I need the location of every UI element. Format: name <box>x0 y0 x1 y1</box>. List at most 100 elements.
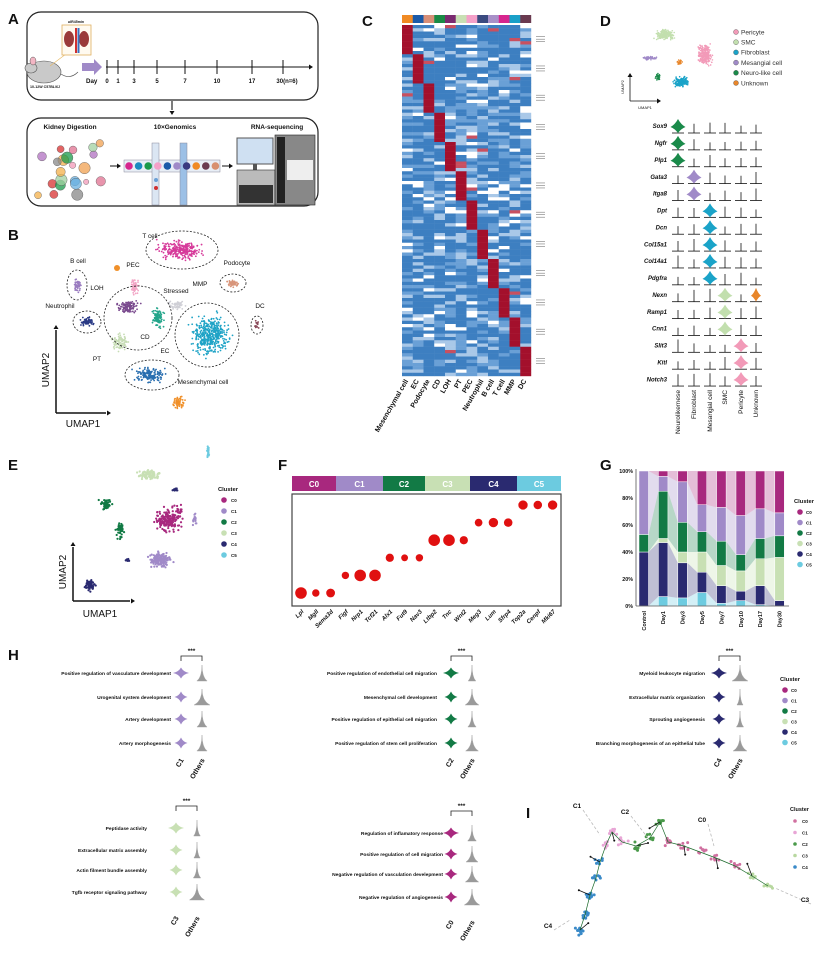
umap-point-pt <box>119 334 122 337</box>
umap-point-mmp <box>217 327 220 330</box>
heatmap-cell <box>498 77 510 81</box>
heatmap-cell <box>402 54 413 58</box>
umap-point <box>686 80 689 83</box>
heatmap-cell <box>488 25 499 29</box>
heatmap-cell <box>466 184 478 188</box>
heatmap-cell <box>498 242 510 247</box>
umap-point-stressed <box>176 308 179 311</box>
umap-point-c3 <box>150 469 153 472</box>
heatmap-cell <box>488 155 499 159</box>
heatmap-cell <box>488 278 499 282</box>
heatmap-cell <box>423 246 435 250</box>
heatmap-cell <box>434 207 446 211</box>
cluster-header-label: C1 <box>354 480 365 489</box>
heatmap-cell <box>412 259 424 263</box>
heatmap-cell <box>488 291 499 295</box>
umap-point-neutrophil <box>83 321 85 324</box>
cell-icon <box>70 177 82 190</box>
bar-segment-c0-day3 <box>677 470 688 483</box>
heatmap-cell <box>466 86 478 91</box>
panel-label-f: F <box>278 457 287 474</box>
umap-point-mmp <box>217 321 220 323</box>
heatmap-cell <box>402 109 413 113</box>
umap-point-t-cell <box>162 256 165 259</box>
heatmap-cell <box>434 51 446 55</box>
trajectory-cell-c1 <box>613 827 617 831</box>
umap-point-c0 <box>167 526 170 530</box>
umap-point-t-cell <box>164 258 167 261</box>
heatmap-cell <box>445 216 456 221</box>
heatmap-cell <box>466 80 478 84</box>
bar-segment-c4-day7 <box>716 585 727 604</box>
heatmap-cell <box>423 145 435 149</box>
heatmap-cell <box>488 181 499 185</box>
heatmap-cell <box>423 285 435 289</box>
umap-point-ec <box>143 373 146 375</box>
umap-point-c1 <box>155 565 159 568</box>
umap-point-t-cell <box>169 253 172 256</box>
umap-point <box>708 59 710 62</box>
umap-point-neutrophil <box>80 324 82 326</box>
umap-point-mmp <box>209 337 212 340</box>
heatmap-cell <box>488 197 499 201</box>
legend-swatch <box>782 697 788 704</box>
heatmap-cell <box>423 28 435 32</box>
umap-point-mmp <box>211 332 213 335</box>
heatmap-cell <box>477 60 489 65</box>
umap-point-c4 <box>88 584 91 587</box>
umap-point <box>699 58 702 61</box>
heatmap-cell <box>402 288 413 292</box>
heatmap-cell <box>466 34 478 39</box>
cluster-label: Neutrophil <box>45 303 74 310</box>
heatmap-cell <box>434 301 446 305</box>
umap-point-c1 <box>159 562 163 565</box>
umap-point-stressed <box>172 307 175 310</box>
umap-point-stressed <box>177 306 180 309</box>
violin-group-label: C3 <box>170 915 181 926</box>
heatmap-cell <box>520 301 532 305</box>
umap-point-mmp <box>204 341 207 344</box>
heatmap-cell <box>423 197 435 201</box>
heatmap-column-label: Mesenchymal cell <box>374 378 410 433</box>
heatmap-cell <box>445 226 456 230</box>
heatmap-cell <box>402 64 413 68</box>
heatmap-cell <box>412 223 424 227</box>
heatmap-cell <box>466 294 478 299</box>
heatmap-cell <box>466 51 478 55</box>
umap-point-ec <box>159 369 162 372</box>
heatmap-cell <box>402 337 413 341</box>
heatmap-cell <box>466 207 478 211</box>
heatmap-cell <box>520 242 532 247</box>
heatmap-cell <box>434 158 446 162</box>
umap-point-pt <box>116 346 119 348</box>
heatmap-cell <box>477 278 489 282</box>
umap-point-c0 <box>179 508 182 511</box>
umap-point-c1 <box>165 558 169 561</box>
legend-label: C2 <box>791 709 797 714</box>
umap-point-mmp <box>190 343 193 345</box>
heatmap-cell <box>488 116 499 120</box>
heatmap-cell <box>466 333 478 338</box>
heatmap-cell <box>402 366 413 370</box>
heatmap-cell <box>434 184 446 188</box>
heatmap-cell <box>423 90 435 94</box>
heatmap-cell <box>402 369 413 373</box>
umap-point-c2 <box>119 524 122 528</box>
heatmap-cell <box>477 346 489 351</box>
umap-point-cd <box>160 319 163 321</box>
umap-point-neutrophil <box>86 316 89 319</box>
umap-point-t-cell <box>176 255 179 258</box>
heatmap-cell <box>455 265 467 269</box>
heatmap-cell <box>412 294 424 299</box>
heatmap-cell <box>498 51 510 55</box>
heatmap-cell <box>445 233 456 237</box>
heatmap-cell <box>498 220 510 224</box>
umap-point-b-cell <box>75 289 78 292</box>
violin-group-label: Others <box>184 915 201 938</box>
panel-label-e: E <box>8 457 18 474</box>
heatmap-cell <box>412 249 424 253</box>
umap-point-ec <box>157 372 159 375</box>
heatmap-cell <box>412 106 424 110</box>
